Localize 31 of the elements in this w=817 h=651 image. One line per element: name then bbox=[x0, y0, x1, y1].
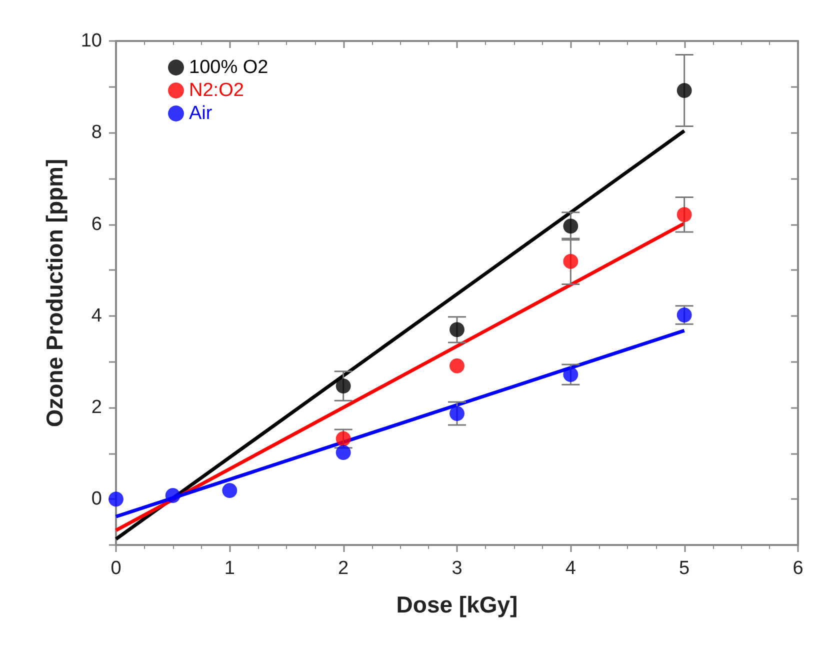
x-tick-label: 5 bbox=[679, 558, 690, 579]
point bbox=[450, 406, 464, 421]
point bbox=[336, 444, 351, 460]
legend-label: N2:O2 bbox=[189, 80, 244, 101]
y-axis-title: Ozone Production [ppm] bbox=[42, 158, 68, 428]
point bbox=[336, 378, 351, 394]
x-tick-label: 2 bbox=[338, 558, 349, 579]
x-axis-title: Dose [kGy] bbox=[396, 592, 518, 618]
y-tick-label: 4 bbox=[91, 305, 102, 326]
point bbox=[108, 492, 124, 507]
point bbox=[165, 488, 180, 504]
point bbox=[563, 367, 578, 382]
point bbox=[450, 322, 464, 338]
point bbox=[676, 82, 692, 98]
point bbox=[222, 482, 238, 498]
point bbox=[676, 207, 692, 222]
y-tick-label: 2 bbox=[91, 397, 102, 418]
point bbox=[450, 358, 464, 374]
x-tick-label: 6 bbox=[792, 558, 804, 579]
legend-label: Air bbox=[189, 103, 213, 124]
x-tick-label: 3 bbox=[452, 558, 462, 579]
y-tick-label: 0 bbox=[91, 488, 102, 510]
point bbox=[563, 218, 578, 234]
y-tick-label: 10 bbox=[80, 30, 102, 52]
y-tick-label: 6 bbox=[91, 214, 102, 235]
x-tick-label: 1 bbox=[224, 558, 235, 579]
legend-label: 100% O2 bbox=[189, 57, 268, 78]
y-tick-label: 8 bbox=[91, 122, 102, 144]
point bbox=[563, 254, 578, 269]
x-tick-label: 0 bbox=[110, 558, 122, 579]
x-tick-label: 4 bbox=[565, 558, 576, 579]
